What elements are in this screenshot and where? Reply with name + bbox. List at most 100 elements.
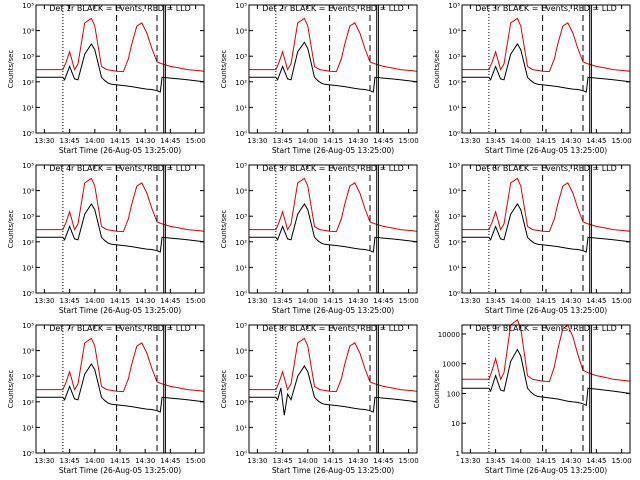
y-axis-label: Counts/sec (220, 370, 228, 409)
x-tick-label: 13:30 (460, 297, 480, 305)
y-tick-label: 10⁵ (22, 2, 34, 10)
y-tick-label: 10⁵ (448, 2, 460, 10)
x-tick-label: 14:45 (160, 457, 180, 465)
y-tick-label: 10 (451, 420, 460, 428)
plot-frame (461, 4, 631, 134)
x-axis-label: Start Time (26-Aug-05 13:25:00) (272, 466, 394, 475)
y-tick-label: 10² (235, 399, 247, 407)
x-tick-label: 13:30 (247, 137, 267, 145)
lld-series-line (249, 337, 418, 393)
x-tick-label: 14:15 (323, 297, 343, 305)
chart-panel: 13:30 13:45 14:00 14:15 14:30 14:45 15:00 1 10 10… (433, 318, 632, 475)
y-tick-label: 1 (456, 450, 460, 458)
events-series-line (249, 203, 418, 253)
chart-panel: 13:30 13:45 14:00 14:15 14:30 14:45 15:00 10⁰ 10… (433, 2, 632, 155)
x-tick-label: 15:00 (399, 137, 419, 145)
chart-title: Det 4r BLACK = Events, RED = LLD (49, 164, 191, 173)
x-tick-label: 14:00 (298, 457, 318, 465)
x-tick-label: 14:15 (536, 457, 556, 465)
x-tick-label: 14:45 (586, 457, 606, 465)
x-tick-label: 14:00 (298, 137, 318, 145)
chart-title: Det 3r BLACK = Events, RED = LLD (475, 4, 617, 13)
plot-frame (248, 164, 418, 294)
x-tick-label: 13:45 (273, 457, 293, 465)
x-tick-label: 14:00 (511, 137, 531, 145)
x-tick-label: 15:00 (399, 457, 419, 465)
y-tick-label: 10⁵ (22, 322, 34, 330)
x-tick-label: 13:45 (486, 457, 506, 465)
y-tick-label: 10⁴ (448, 188, 460, 196)
x-tick-label: 15:00 (399, 297, 419, 305)
x-tick-label: 14:00 (85, 297, 105, 305)
x-tick-label: 14:30 (135, 137, 155, 145)
x-tick-label: 14:45 (373, 137, 393, 145)
x-tick-label: 13:45 (486, 137, 506, 145)
lld-series-line (249, 17, 418, 73)
x-tick-label: 14:00 (85, 137, 105, 145)
events-series-line (462, 348, 631, 407)
x-tick-label: 14:00 (511, 297, 531, 305)
x-tick-label: 14:00 (511, 457, 531, 465)
x-tick-label: 14:30 (348, 297, 368, 305)
y-tick-label: 10⁵ (235, 2, 247, 10)
x-tick-label: 13:30 (34, 457, 54, 465)
chart-panel: 13:30 13:45 14:00 14:15 14:30 14:45 15:00 10⁰ 10… (7, 2, 206, 155)
y-tick-label: 10¹ (22, 264, 34, 272)
x-tick-label: 14:45 (373, 457, 393, 465)
y-tick-label: 10⁰ (235, 450, 247, 458)
x-tick-label: 14:30 (561, 297, 581, 305)
y-tick-label: 10000 (438, 331, 460, 339)
x-tick-label: 15:00 (186, 297, 206, 305)
x-axis-label: Start Time (26-Aug-05 13:25:00) (485, 146, 607, 155)
plot-frame (35, 164, 205, 294)
x-tick-label: 14:00 (298, 297, 318, 305)
y-tick-label: 10³ (235, 373, 247, 381)
y-axis-label: Counts/sec (433, 210, 441, 249)
x-tick-label: 15:00 (612, 137, 632, 145)
events-series-line (249, 365, 418, 416)
x-tick-label: 14:30 (348, 137, 368, 145)
x-tick-label: 13:30 (34, 137, 54, 145)
y-tick-label: 10³ (22, 213, 34, 221)
y-tick-label: 10¹ (235, 104, 247, 112)
y-tick-label: 10³ (235, 213, 247, 221)
x-tick-label: 13:45 (486, 297, 506, 305)
y-tick-label: 10¹ (448, 264, 460, 272)
plot-frame (248, 4, 418, 134)
chart-title: Det 1r BLACK = Events, RED = LLD (49, 4, 191, 13)
x-tick-label: 14:45 (586, 137, 606, 145)
chart-title: Det 8r BLACK = Events, RED = LLD (262, 324, 404, 333)
chart-title: Det 5r BLACK = Events, RED = LLD (262, 164, 404, 173)
plot-frame (35, 4, 205, 134)
y-tick-label: 10³ (235, 53, 247, 61)
y-tick-label: 10⁰ (22, 290, 34, 298)
y-tick-label: 10⁴ (22, 28, 34, 36)
chart-panel: 13:30 13:45 14:00 14:15 14:30 14:45 15:00 10⁰ 10… (7, 322, 206, 475)
y-tick-label: 10⁰ (22, 130, 34, 138)
x-tick-label: 14:15 (110, 137, 130, 145)
x-tick-label: 13:30 (247, 297, 267, 305)
events-series-line (36, 203, 205, 253)
y-tick-label: 10³ (22, 53, 34, 61)
y-axis-label: Counts/sec (220, 210, 228, 249)
x-axis-label: Start Time (26-Aug-05 13:25:00) (485, 466, 607, 475)
y-tick-label: 10² (22, 399, 34, 407)
plot-frame (461, 164, 631, 294)
y-tick-label: 10¹ (22, 104, 34, 112)
events-series-line (36, 43, 205, 93)
x-tick-label: 14:15 (536, 137, 556, 145)
y-tick-label: 10³ (448, 213, 460, 221)
lld-series-line (462, 17, 631, 73)
chart-title: Det 2r BLACK = Events, RED = LLD (262, 4, 404, 13)
y-axis-label: Counts/sec (433, 370, 441, 409)
plot-frame (461, 324, 631, 454)
y-tick-label: 10⁴ (448, 28, 460, 36)
lld-series-line (462, 177, 631, 233)
x-tick-label: 13:45 (273, 137, 293, 145)
y-tick-label: 10⁰ (448, 130, 460, 138)
x-tick-label: 13:45 (60, 457, 80, 465)
x-tick-label: 14:45 (586, 297, 606, 305)
x-tick-label: 14:15 (323, 137, 343, 145)
y-tick-label: 10¹ (235, 264, 247, 272)
